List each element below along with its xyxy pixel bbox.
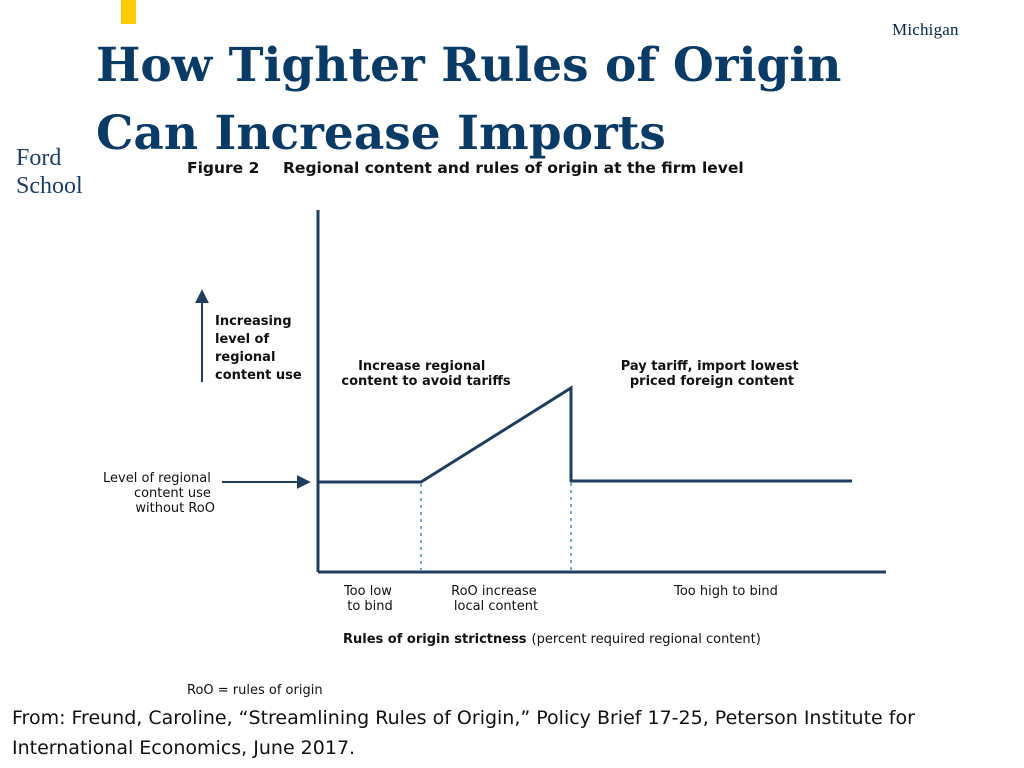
baseline-label-line: Level of regional: [103, 471, 211, 486]
slide-title-line-1: How Tighter Rules of Origin: [96, 38, 842, 93]
figure-footnote: RoO = rules of origin: [187, 683, 323, 698]
pay-tariff-annotation: Pay tariff, import lowest priced foreign…: [621, 359, 804, 389]
annotation-line: Pay tariff, import lowest: [621, 359, 799, 374]
baseline-label-line: without RoO: [135, 501, 215, 516]
y-axis-label-line: regional: [215, 350, 275, 365]
y-axis-label-line: content use: [215, 368, 302, 383]
annotation-line: priced foreign content: [630, 374, 794, 389]
segment-label-line: Too low: [343, 584, 392, 599]
y-axis-label-line: Increasing: [215, 314, 292, 329]
baseline-label-line: content use: [134, 486, 211, 501]
figure-number: Figure 2: [187, 159, 259, 177]
segment-label-roo-increase: RoO increase local content: [451, 584, 541, 614]
x-axis-label-bold: Rules of origin strictness: [343, 632, 527, 647]
figure-background: [86, 140, 886, 700]
school-name-fragment-2: School: [16, 173, 83, 199]
segment-label-line: Too high to bind: [673, 584, 778, 599]
x-axis-label-rest: (percent required regional content): [532, 632, 761, 647]
figure-title: Regional content and rules of origin at …: [283, 159, 744, 177]
annotation-line: Increase regional: [358, 359, 485, 374]
increase-regional-annotation: Increase regional content to avoid tarif…: [341, 359, 510, 389]
source-citation: From: Freund, Caroline, “Streamlining Ru…: [12, 707, 915, 759]
segment-label-line: RoO increase: [451, 584, 537, 599]
school-name-fragment-1: Ford: [16, 145, 62, 171]
slide-title-line-2: Can Increase Imports: [96, 106, 666, 161]
regional-content-line: [318, 385, 852, 484]
y-axis-label: Increasing level of regional content use: [215, 314, 302, 383]
segment-label-too-high: Too high to bind: [673, 584, 778, 599]
baseline-label: Level of regional content use without Ro…: [103, 471, 215, 516]
annotation-line: content to avoid tariffs: [341, 374, 510, 389]
gold-accent-bar: [121, 0, 136, 24]
wordmark-text: Michigan: [892, 20, 959, 39]
segment-label-too-low: Too low to bind: [343, 584, 396, 614]
segment-label-line: local content: [454, 599, 538, 614]
y-axis-label-line: level of: [215, 332, 269, 347]
x-axis-label: Rules of origin strictness (percent requi…: [343, 632, 761, 647]
university-wordmark: Michigan: [892, 20, 959, 40]
segment-label-line: to bind: [347, 599, 393, 614]
